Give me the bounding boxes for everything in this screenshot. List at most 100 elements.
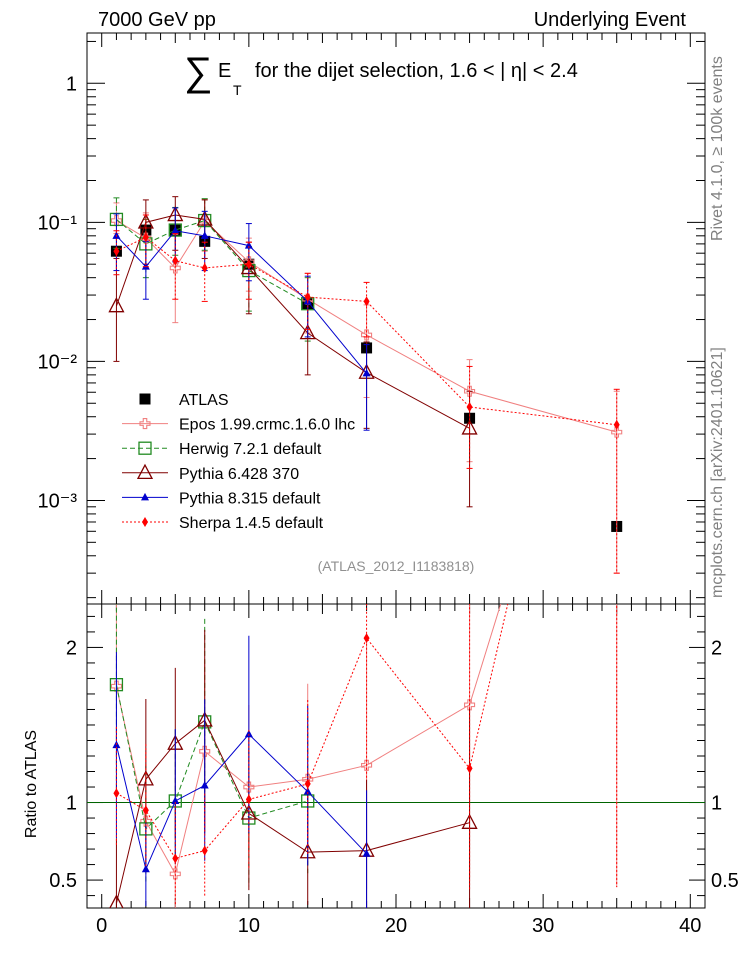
legend-label-pythia-8-315-default: Pythia 8.315 default	[179, 490, 321, 507]
ratio-point-epos-1-99-crmc-1-6-0-lhc	[140, 815, 152, 827]
ratio-point-sherpa-1-4-5-default	[466, 763, 473, 774]
ratio-point-sherpa-1-4-5-default	[201, 845, 208, 856]
legend-marker-herwig-7-2-1-default	[138, 441, 152, 455]
ratio-point-sherpa-1-4-5-default	[172, 853, 179, 864]
legend-item-pythia-8-315-default: Pythia 8.315 default	[122, 490, 321, 507]
data-point-pythia-8-315-default	[141, 262, 150, 270]
data-point-epos-1-99-crmc-1-6-0-lhc	[611, 426, 623, 438]
ratio-tick-label-right: 0.5	[711, 870, 739, 892]
data-point-epos-1-99-crmc-1-6-0-lhc	[243, 256, 255, 268]
x-tick-label: 0	[96, 915, 107, 937]
data-point-sherpa-1-4-5-default	[363, 296, 370, 307]
title-sigma: ∑	[184, 50, 213, 94]
data-point-sherpa-1-4-5-default	[201, 262, 208, 273]
ratio-tick-label: 2	[66, 637, 77, 659]
rivet-label: Rivet 4.1.0, ≥ 100k events	[709, 56, 726, 241]
data-point-epos-1-99-crmc-1-6-0-lhc	[464, 385, 476, 397]
series-sherpa-1-4-5-default	[113, 214, 620, 574]
legend: ATLAS Epos 1.99.crmc.1.6.0 lhc Herwig 7.2.…	[122, 392, 355, 532]
data-point-pythia-8-315-default	[200, 231, 209, 239]
ratio-point-epos-1-99-crmc-1-6-0-lhc	[243, 781, 255, 793]
y-tick-label: 10⁻²	[38, 351, 78, 373]
legend-marker-atlas	[139, 393, 151, 405]
y-tick-label: 1	[66, 73, 77, 95]
y-tick-label: 10⁻³	[38, 490, 78, 512]
legend-item-sherpa-1-4-5-default: Sherpa 1.4.5 default	[122, 515, 324, 532]
legend-label-herwig-7-2-1-default: Herwig 7.2.1 default	[179, 441, 322, 458]
title-t: T	[233, 82, 242, 98]
data-point-sherpa-1-4-5-default	[142, 232, 149, 243]
ratio-point-pythia-8-315-default	[171, 796, 180, 804]
ratio-plot-area	[109, 131, 622, 908]
title-rest: for the dijet selection, 1.6 < | η| < 2.…	[255, 60, 578, 82]
axes: 0 10 20 30 40 1 10⁻¹ 10⁻² 10⁻³ 0.5 0.5 1 1 2 2	[38, 33, 739, 937]
ratio-series-sherpa-1-4-5-default	[113, 131, 620, 906]
ratio-line-pythia-6-428-370	[115, 719, 470, 904]
data-point-pythia-6-428-370	[108, 296, 125, 313]
ratio-line-herwig-7-2-1-default	[115, 684, 308, 830]
ratio-point-sherpa-1-4-5-default	[113, 788, 120, 799]
x-tick-label: 20	[385, 915, 407, 937]
ratio-tick-label: 0.5	[49, 870, 77, 892]
ratio-series-herwig-7-2-1-default	[109, 604, 315, 887]
data-point-pythia-8-315-default	[171, 226, 180, 234]
data-point-sherpa-1-4-5-default	[613, 419, 620, 430]
ratio-point-pythia-8-315-default	[141, 864, 150, 873]
process-label: Underlying Event	[534, 9, 687, 31]
ratio-point-pythia-8-315-default	[244, 729, 253, 738]
legend-marker-pythia-8-315-default	[141, 492, 149, 501]
series-line-pythia-6-428-370	[115, 214, 470, 429]
series-line-herwig-7-2-1-default	[116, 219, 308, 305]
ratio-tick-label-right: 1	[711, 793, 722, 815]
energy-label: 7000 GeV pp	[98, 9, 216, 31]
ratio-point-sherpa-1-4-5-default	[614, 131, 620, 141]
title-e: E	[218, 60, 231, 82]
ratio-frame	[86, 603, 706, 909]
ratio-point-epos-1-99-crmc-1-6-0-lhc	[612, 224, 622, 234]
data-point-pythia-6-428-370	[299, 323, 316, 340]
analysis-id: (ATLAS_2012_I1183818)	[318, 558, 475, 574]
ratio-point-epos-1-99-crmc-1-6-0-lhc	[361, 759, 373, 771]
ratio-point-sherpa-1-4-5-default	[304, 778, 311, 789]
main-plot-area	[108, 196, 623, 574]
legend-label-pythia-6-428-370: Pythia 6.428 370	[179, 466, 299, 483]
legend-label-epos-1-99-crmc-1-6-0-lhc: Epos 1.99.crmc.1.6.0 lhc	[179, 417, 355, 434]
legend-label-sherpa-1-4-5-default: Sherpa 1.4.5 default	[179, 515, 324, 532]
ratio-point-sherpa-1-4-5-default	[245, 794, 252, 805]
data-point-pythia-8-315-default	[244, 241, 253, 249]
data-point-sherpa-1-4-5-default	[466, 401, 473, 412]
ratio-series-pythia-6-428-370	[109, 629, 478, 908]
legend-marker-pythia-6-428-370	[136, 463, 154, 480]
ratio-point-pythia-6-428-370	[109, 894, 124, 908]
ratio-tick-label: 1	[66, 793, 77, 815]
ratio-point-epos-1-99-crmc-1-6-0-lhc	[169, 868, 181, 880]
legend-item-pythia-6-428-370: Pythia 6.428 370	[122, 463, 299, 483]
legend-marker-epos-1-99-crmc-1-6-0-lhc	[139, 418, 151, 430]
data-point-sherpa-1-4-5-default	[113, 246, 120, 257]
data-point-pythia-6-428-370	[461, 419, 478, 435]
ratio-point-sherpa-1-4-5-default	[142, 805, 149, 816]
mcplots-label: mcplots.cern.ch [arXiv:2401.10621]	[709, 347, 726, 598]
x-tick-label: 10	[238, 915, 260, 937]
ratio-point-pythia-8-315-default	[200, 780, 209, 789]
ratio-point-epos-1-99-crmc-1-6-0-lhc	[464, 699, 476, 711]
legend-item-herwig-7-2-1-default: Herwig 7.2.1 default	[122, 441, 322, 458]
ratio-series-pythia-8-315-default	[112, 635, 371, 908]
ratio-point-epos-1-99-crmc-1-6-0-lhc	[199, 745, 211, 757]
x-tick-label: 40	[679, 915, 701, 937]
legend-label-atlas: ATLAS	[179, 392, 229, 409]
ratio-point-pythia-8-315-default	[362, 849, 371, 857]
data-point-pythia-8-315-default	[362, 368, 371, 377]
legend-item-epos-1-99-crmc-1-6-0-lhc: Epos 1.99.crmc.1.6.0 lhc	[122, 417, 355, 434]
legend-item-atlas: ATLAS	[139, 392, 229, 409]
data-point-sherpa-1-4-5-default	[172, 255, 179, 266]
data-point-sherpa-1-4-5-default	[304, 292, 311, 303]
series-line-pythia-8-315-default	[116, 230, 367, 374]
data-point-sherpa-1-4-5-default	[245, 259, 252, 270]
y-tick-label: 10⁻¹	[38, 212, 78, 234]
x-tick-label: 30	[532, 915, 554, 937]
ratio-ylabel: Ratio to ATLAS	[23, 730, 40, 838]
legend-marker-sherpa-1-4-5-default	[142, 517, 148, 527]
ratio-point-pythia-8-315-default	[303, 787, 312, 795]
